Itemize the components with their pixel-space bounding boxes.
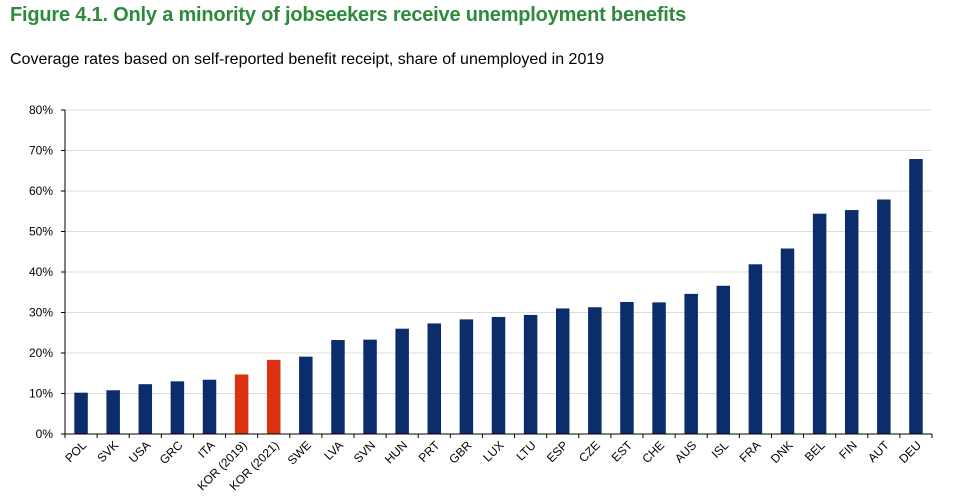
bar-fin [844,210,859,434]
x-tick-label-aus: AUS [672,438,699,465]
bar-aut [877,199,891,434]
y-axis-ticks: 0% 10% 20% 30% 40% 50% 60% 70% 80% [29,103,65,441]
y-tick-label: 0% [36,427,54,441]
bar-ita [202,379,217,434]
bar-est [620,301,634,434]
x-tick-label-aut: AUT [865,438,892,465]
bar-kor-2021 [266,359,281,434]
x-tick-label-che: CHE [639,438,667,466]
bar-fra [748,264,763,434]
x-tick-label-lux: LUX [480,438,506,464]
bar-esp [555,308,570,434]
y-tick-label: 60% [29,184,53,198]
figure-subtitle: Coverage rates based on self-reported be… [10,51,605,68]
x-axis-ticks [64,434,933,438]
y-tick-label: 50% [29,225,53,239]
bar-svn [363,339,377,434]
x-tick-label-usa: USA [126,438,153,465]
bar-ltu [523,314,538,434]
x-tick-label-swe: SWE [285,438,314,467]
x-tick-label-pol: POL [62,438,89,465]
figure-title: Figure 4.1. Only a minority of jobseeker… [10,4,687,26]
bar-usa [138,384,153,434]
bar-svk [106,390,120,434]
x-tick-label-hun: HUN [382,438,410,466]
bar-lux [491,316,506,434]
x-tick-label-prt: PRT [416,438,443,465]
x-tick-label-est: EST [609,438,636,465]
y-tick-label: 20% [29,346,53,360]
x-tick-label-fin: FIN [836,438,860,462]
x-tick-label-svn: SVN [351,438,378,465]
bars [74,159,923,434]
x-tick-label-deu: DEU [896,438,924,466]
x-tick-label-ita: ITA [195,438,217,460]
bar-kor-2019 [234,374,249,434]
bar-isl [716,285,731,434]
x-tick-label-svk: SVK [94,438,121,465]
x-tick-label-cze: CZE [576,438,603,465]
x-tick-label-isl: ISL [709,438,732,461]
y-tick-label: 80% [29,103,53,117]
x-tick-label-dnk: DNK [768,438,796,466]
bar-bel [812,213,827,434]
bar-hun [395,328,409,434]
bar-aus [684,293,698,434]
bar-lva [331,340,345,434]
bar-pol [74,392,88,434]
bar-grc [170,381,185,434]
bar-deu [909,159,923,434]
x-tick-label-lva: LVA [321,438,346,463]
x-tick-label-ltu: LTU [513,438,538,463]
x-tick-label-esp: ESP [544,438,571,465]
bar-swe [299,356,313,434]
x-tick-label-gbr: GBR [446,438,475,467]
bar-cze [588,307,602,434]
bar-prt [427,323,442,434]
x-tick-label-fra: FRA [737,438,764,465]
x-tick-label-bel: BEL [802,438,828,464]
bar-gbr [459,319,474,434]
y-tick-label: 40% [29,265,53,279]
y-tick-label: 10% [29,387,53,401]
bar-dnk [780,248,795,434]
y-tick-label: 70% [29,144,53,158]
y-tick-label: 30% [29,306,53,320]
bar-che [652,302,666,434]
x-tick-label-grc: GRC [157,438,186,467]
